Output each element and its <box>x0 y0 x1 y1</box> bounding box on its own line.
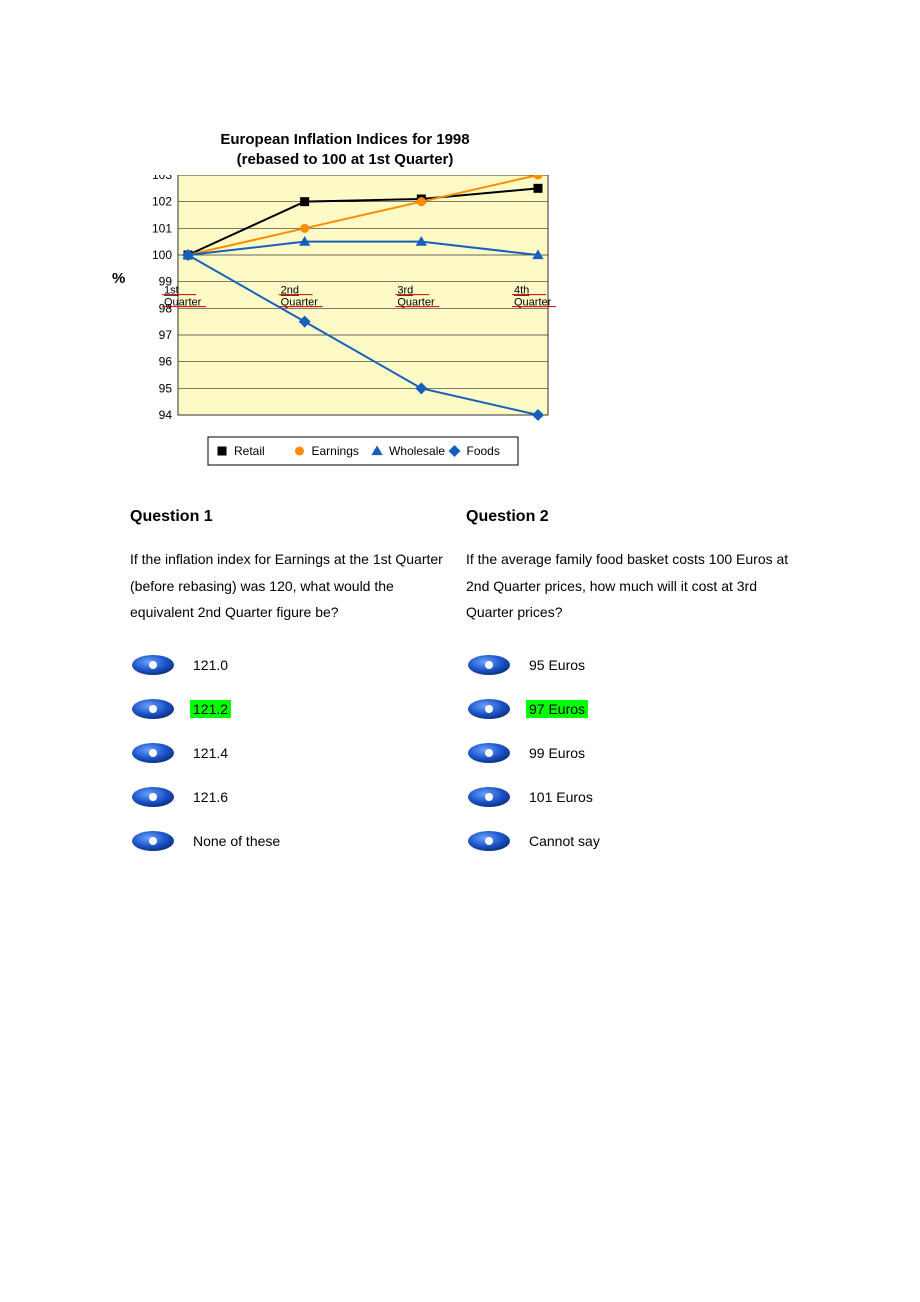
radio-bullet-icon[interactable] <box>466 742 512 764</box>
option[interactable]: 121.4 <box>130 742 454 764</box>
question-title: Question 1 <box>130 508 454 526</box>
option-label: 121.6 <box>190 788 231 806</box>
option-label: 121.2 <box>190 700 231 718</box>
svg-text:Retail: Retail <box>234 444 265 458</box>
svg-text:97: 97 <box>159 328 173 342</box>
svg-text:101: 101 <box>152 221 172 235</box>
option-label: 95 Euros <box>526 656 588 674</box>
question-title: Question 2 <box>466 508 790 526</box>
question-1: Question 1 If the inflation index for Ear… <box>130 508 454 874</box>
svg-text:Earnings: Earnings <box>312 444 359 458</box>
svg-text:100: 100 <box>152 248 172 262</box>
option[interactable]: 121.2 <box>130 698 454 720</box>
svg-text:Wholesale: Wholesale <box>389 444 445 458</box>
option[interactable]: 95 Euros <box>466 654 790 676</box>
option-label: 101 Euros <box>526 788 596 806</box>
radio-bullet-icon[interactable] <box>466 698 512 720</box>
radio-bullet-icon[interactable] <box>466 654 512 676</box>
option-label: 121.0 <box>190 656 231 674</box>
svg-text:94: 94 <box>159 408 173 422</box>
chart-body: % 9495969798991001011021031stQuarter2ndQ… <box>130 175 560 480</box>
radio-bullet-icon[interactable] <box>130 654 176 676</box>
chart-title: European Inflation Indices for 1998 (reb… <box>130 130 560 169</box>
radio-bullet-icon[interactable] <box>466 830 512 852</box>
question-text: If the inflation index for Earnings at t… <box>130 546 454 626</box>
chart-container: European Inflation Indices for 1998 (reb… <box>130 130 560 480</box>
chart-title-line2: (rebased to 100 at 1st Quarter) <box>237 151 454 168</box>
option[interactable]: 121.0 <box>130 654 454 676</box>
radio-bullet-icon[interactable] <box>466 786 512 808</box>
option[interactable]: 101 Euros <box>466 786 790 808</box>
radio-bullet-icon[interactable] <box>130 698 176 720</box>
radio-bullet-icon[interactable] <box>130 786 176 808</box>
y-axis-label: % <box>112 270 125 287</box>
options-list: 95 Euros 97 Euros 99 Euros <box>466 654 790 852</box>
svg-text:96: 96 <box>159 355 173 369</box>
question-text: If the average family food basket costs … <box>466 546 790 626</box>
svg-text:103: 103 <box>152 175 172 182</box>
option[interactable]: 121.6 <box>130 786 454 808</box>
option-label: 121.4 <box>190 744 231 762</box>
chart-title-line1: European Inflation Indices for 1998 <box>220 131 469 148</box>
svg-text:95: 95 <box>159 381 173 395</box>
option[interactable]: 97 Euros <box>466 698 790 720</box>
option-label: 99 Euros <box>526 744 588 762</box>
chart-svg: 9495969798991001011021031stQuarter2ndQua… <box>130 175 560 475</box>
questions-row: Question 1 If the inflation index for Ear… <box>130 508 790 874</box>
svg-text:Foods: Foods <box>467 444 500 458</box>
question-2: Question 2 If the average family food bas… <box>466 508 790 874</box>
radio-bullet-icon[interactable] <box>130 742 176 764</box>
radio-bullet-icon[interactable] <box>130 830 176 852</box>
option[interactable]: 99 Euros <box>466 742 790 764</box>
option-label: Cannot say <box>526 832 603 850</box>
svg-text:102: 102 <box>152 195 172 209</box>
option-label: 97 Euros <box>526 700 588 718</box>
option[interactable]: Cannot say <box>466 830 790 852</box>
options-list: 121.0 121.2 121.4 <box>130 654 454 852</box>
option-label: None of these <box>190 832 283 850</box>
option[interactable]: None of these <box>130 830 454 852</box>
